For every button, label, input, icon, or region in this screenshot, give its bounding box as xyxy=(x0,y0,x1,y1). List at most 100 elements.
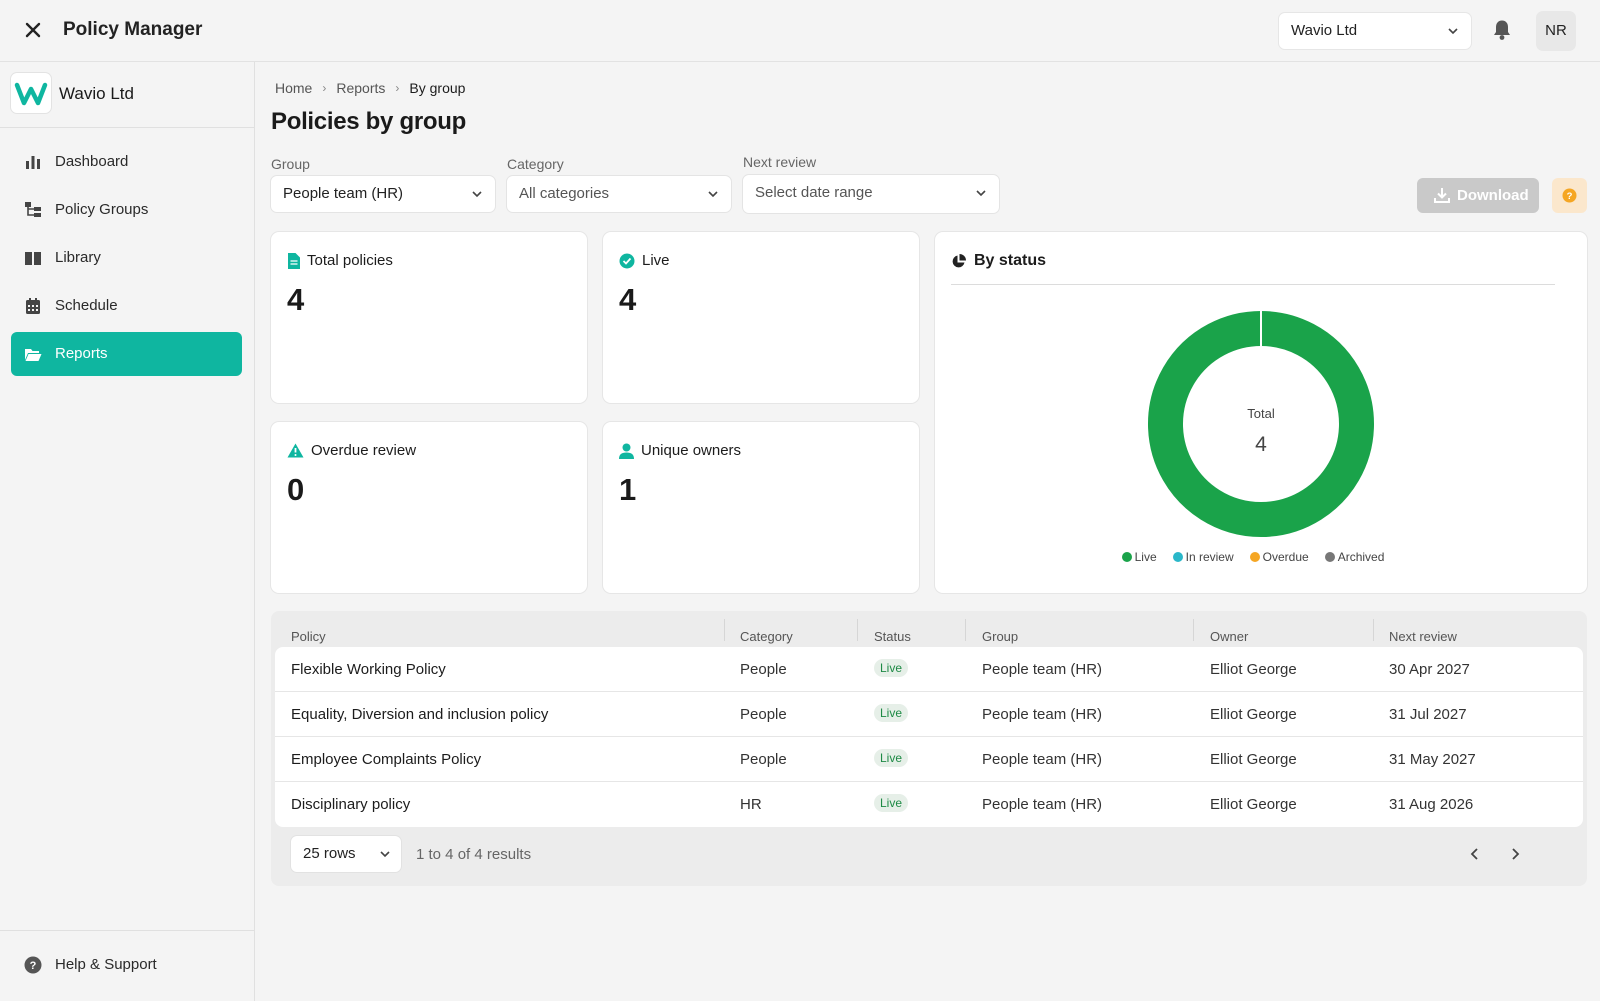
table-row[interactable]: Flexible Working Policy People Live Peop… xyxy=(275,647,1583,692)
legend-item-in-review[interactable]: In review xyxy=(1172,550,1234,564)
rows-per-page-select[interactable]: 25 rows xyxy=(291,836,401,872)
stat-total-label: Total policies xyxy=(307,252,393,269)
cell-policy: Disciplinary policy xyxy=(291,796,411,813)
calendar-icon xyxy=(24,297,42,315)
col-header-next-review[interactable]: Next review xyxy=(1389,629,1457,644)
sidebar-item-schedule[interactable]: Schedule xyxy=(11,284,242,328)
rows-per-page-value: 25 rows xyxy=(303,845,356,862)
download-button[interactable]: Download xyxy=(1417,178,1539,213)
results-count: 1 to 4 of 4 results xyxy=(416,846,532,863)
legend-item-archived[interactable]: Archived xyxy=(1324,550,1385,564)
table-row[interactable]: Employee Complaints Policy People Live P… xyxy=(275,737,1583,782)
group-select-value: People team (HR) xyxy=(283,185,404,202)
check-circle-icon xyxy=(619,253,635,268)
cell-policy: Equality, Diversion and inclusion policy xyxy=(291,706,549,723)
bell-icon[interactable] xyxy=(1492,19,1514,43)
user-icon xyxy=(619,443,634,459)
group-select[interactable]: People team (HR) xyxy=(271,176,495,212)
stat-live-header: Live xyxy=(619,252,670,269)
cell-owner: Elliot George xyxy=(1210,751,1297,768)
column-divider xyxy=(724,619,725,641)
sidebar-item-label: Policy Groups xyxy=(55,201,149,218)
question-icon: ? xyxy=(1562,188,1577,203)
close-icon[interactable] xyxy=(20,17,46,43)
group-filter: Group People team (HR) xyxy=(271,156,495,212)
cell-category: People xyxy=(740,661,787,678)
col-header-status[interactable]: Status xyxy=(874,629,911,644)
date-range-placeholder: Select date range xyxy=(755,184,873,201)
cell-next-review: 31 Jul 2027 xyxy=(1389,706,1467,723)
svg-text:?: ? xyxy=(30,960,37,972)
group-filter-label: Group xyxy=(271,156,310,172)
cell-next-review: 31 May 2027 xyxy=(1389,751,1476,768)
chevron-down-icon xyxy=(379,848,391,860)
chart-title: By status xyxy=(974,252,1047,269)
sidebar-item-policy-groups[interactable]: Policy Groups xyxy=(11,188,242,232)
donut-slice-live[interactable] xyxy=(1148,311,1374,537)
col-header-group[interactable]: Group xyxy=(982,629,1019,644)
date-range-select[interactable]: Select date range xyxy=(743,175,999,213)
sidebar-item-library[interactable]: Library xyxy=(11,236,242,280)
column-divider xyxy=(1193,619,1194,641)
sidebar-item-label: Schedule xyxy=(55,297,118,314)
sidebar-item-reports[interactable]: Reports xyxy=(11,332,242,376)
status-chart-card: By status Total 4 Live In review Overdue Ar… xyxy=(935,232,1587,593)
stat-card-live: Live 4 xyxy=(603,232,919,403)
category-select[interactable]: All categories xyxy=(507,176,731,212)
table-row[interactable]: Disciplinary policy HR Live People team … xyxy=(275,782,1583,827)
chevron-right-icon[interactable] xyxy=(1505,844,1525,864)
col-header-owner[interactable]: Owner xyxy=(1210,629,1249,644)
download-icon xyxy=(1434,187,1450,203)
cell-group: People team (HR) xyxy=(982,751,1103,768)
col-header-category[interactable]: Category xyxy=(740,629,793,644)
stat-overdue-value: 0 xyxy=(287,472,305,507)
download-label: Download xyxy=(1457,187,1529,204)
breadcrumb: Home › Reports › By group xyxy=(275,80,465,96)
stat-total-value: 4 xyxy=(287,282,305,317)
legend-item-live[interactable]: Live xyxy=(1121,550,1157,564)
cell-owner: Elliot George xyxy=(1210,706,1297,723)
stat-overdue-header: Overdue review xyxy=(287,442,416,459)
breadcrumb-home[interactable]: Home xyxy=(275,80,313,96)
column-divider xyxy=(857,619,858,641)
org-select-value: Wavio Ltd xyxy=(1291,22,1358,39)
sidebar-nav: Dashboard Policy Groups Library Schedule… xyxy=(11,140,242,380)
col-header-policy[interactable]: Policy xyxy=(291,629,326,644)
chevron-down-icon xyxy=(471,188,483,200)
help-button[interactable]: ? xyxy=(1552,178,1587,213)
sidebar-footer: ? Help & Support xyxy=(0,930,254,1001)
chevron-right-icon: › xyxy=(322,81,327,95)
org-select[interactable]: Wavio Ltd xyxy=(1279,13,1471,49)
legend-label: Overdue xyxy=(1262,550,1309,564)
legend-swatch xyxy=(1121,552,1132,562)
brand-logo xyxy=(11,73,51,113)
brand-name: Wavio Ltd xyxy=(59,84,134,103)
column-divider xyxy=(1373,619,1374,641)
sidebar: Wavio Ltd Dashboard Policy Groups Librar… xyxy=(0,62,255,1001)
table-row[interactable]: Equality, Diversion and inclusion policy… xyxy=(275,692,1583,737)
chevron-left-icon[interactable] xyxy=(1465,844,1485,864)
legend-item-overdue[interactable]: Overdue xyxy=(1249,550,1309,564)
cell-next-review: 31 Aug 2026 xyxy=(1389,796,1474,813)
document-icon xyxy=(288,252,300,269)
stat-owners-label: Unique owners xyxy=(641,442,742,459)
policies-table: Policy Category Status Group Owner Next … xyxy=(271,611,1587,886)
avatar[interactable]: NR xyxy=(1536,11,1576,51)
status-badge: Live xyxy=(874,749,909,767)
cell-next-review: 30 Apr 2027 xyxy=(1389,661,1470,678)
cell-owner: Elliot George xyxy=(1210,661,1297,678)
category-select-value: All categories xyxy=(519,185,610,202)
breadcrumb-reports[interactable]: Reports xyxy=(336,80,386,96)
cell-owner: Elliot George xyxy=(1210,796,1297,813)
brand: Wavio Ltd xyxy=(0,62,254,128)
legend-swatch xyxy=(1249,552,1260,562)
column-divider xyxy=(965,619,966,641)
sidebar-item-dashboard[interactable]: Dashboard xyxy=(11,140,242,184)
chevron-down-icon xyxy=(1447,25,1459,37)
warning-icon xyxy=(287,443,304,458)
legend-label: Archived xyxy=(1337,550,1385,564)
chart-legend: Live In review Overdue Archived xyxy=(935,550,1571,564)
stat-card-overdue: Overdue review 0 xyxy=(271,422,587,593)
status-donut-chart: Total 4 xyxy=(1148,311,1374,537)
sidebar-item-label: Library xyxy=(55,249,101,266)
